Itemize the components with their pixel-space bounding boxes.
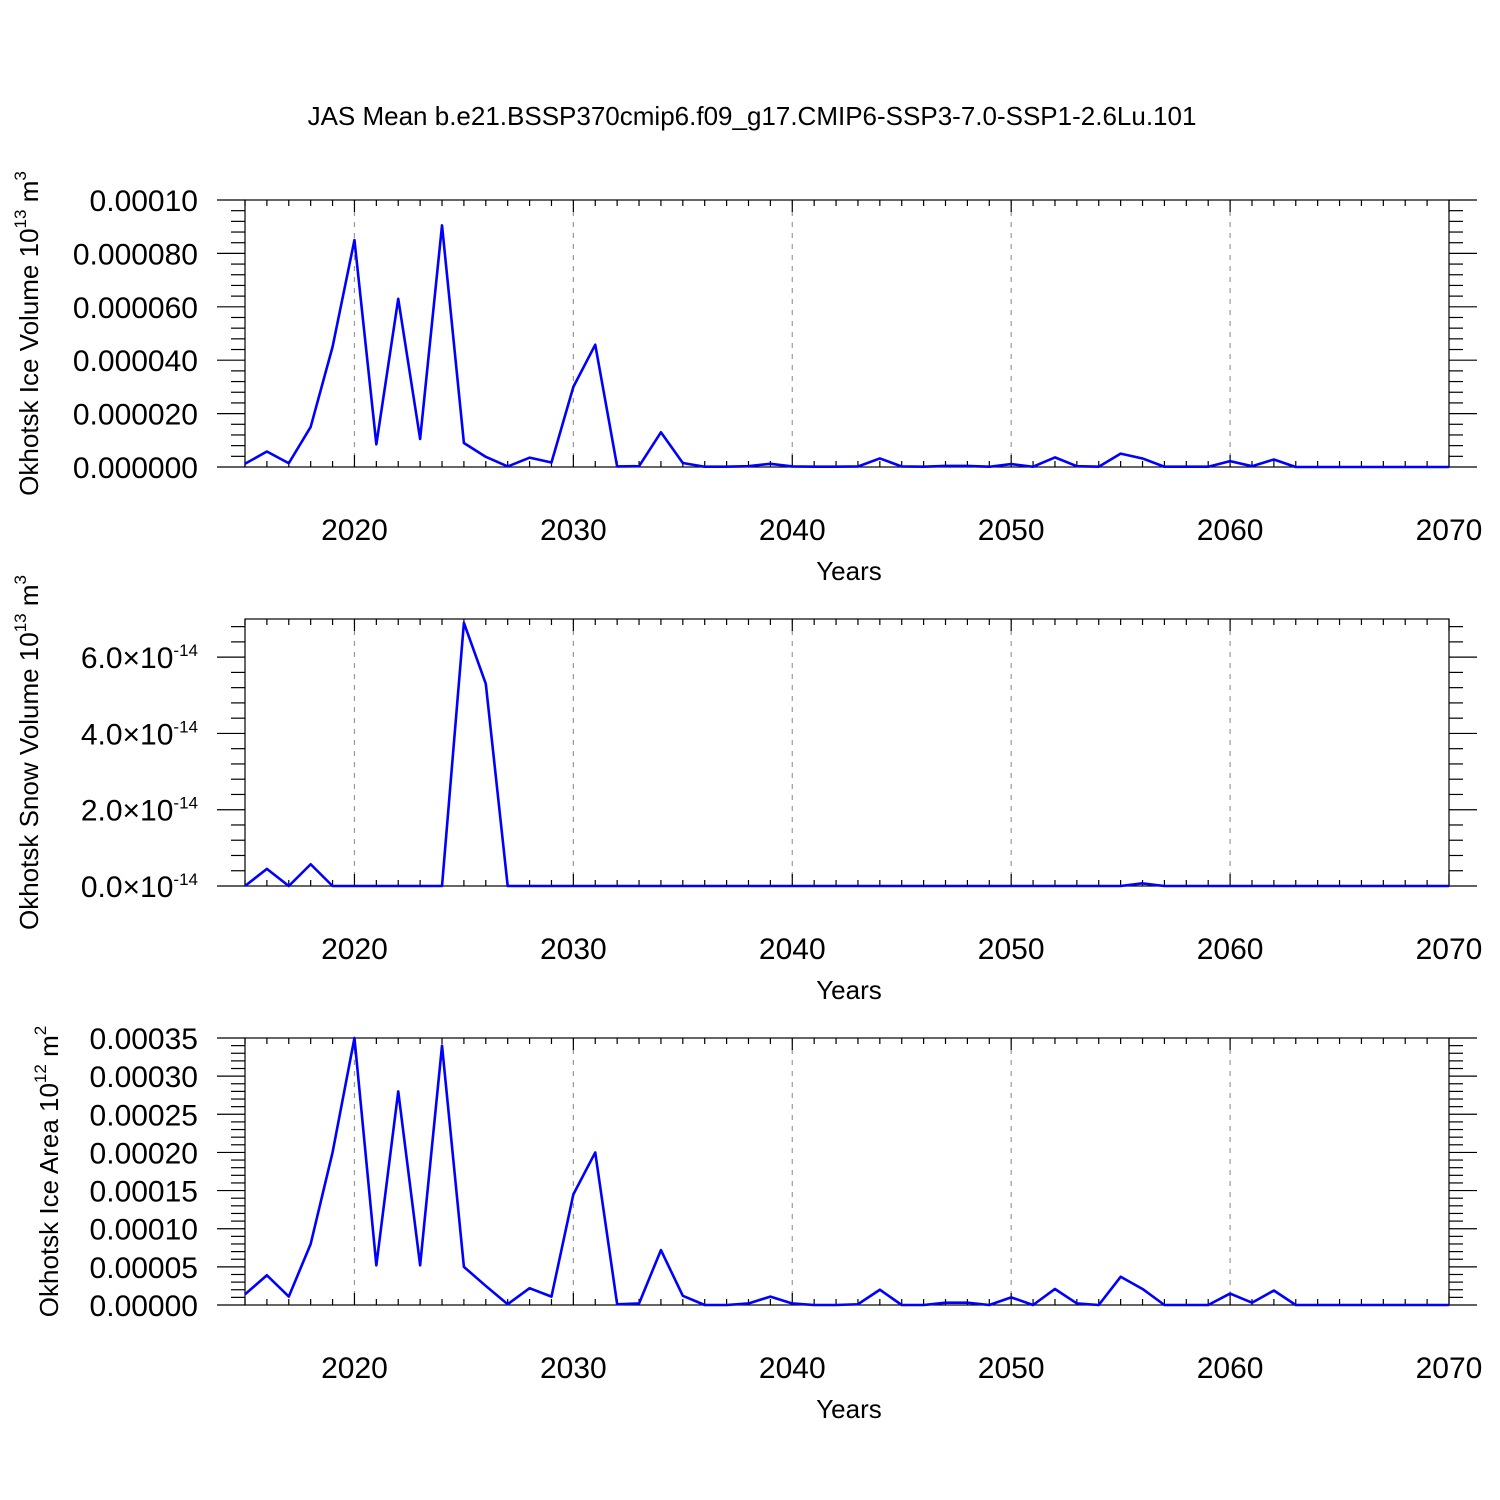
x-tick-label: 2060 [1197, 933, 1264, 966]
x-tick-label: 2060 [1197, 1352, 1264, 1385]
x-tick-label: 2020 [321, 1352, 388, 1385]
y-tick-label: 0.0×10-14 [81, 870, 198, 904]
y-tick-label: 0.000000 [73, 452, 198, 485]
x-tick-label: 2070 [1416, 933, 1483, 966]
x-tick-label: 2050 [978, 514, 1045, 547]
plot-frame [244, 618, 1450, 887]
y-tick-label: 0.00035 [90, 1023, 198, 1056]
y-axis-label: Okhotsk Snow Volume 1013 m3 [11, 575, 44, 930]
x-tick-label: 2020 [321, 514, 388, 547]
y-tick-label: 4.0×10-14 [81, 717, 198, 751]
y-tick-exponent: -14 [173, 641, 198, 660]
x-tick-label: 2020 [321, 933, 388, 966]
y-tick-exponent: -14 [173, 794, 198, 813]
y-tick-label: 2.0×10-14 [81, 794, 198, 828]
series-line [244, 621, 1449, 888]
x-tick-label: 2070 [1416, 1352, 1483, 1385]
y-tick-label: 0.000080 [73, 238, 198, 271]
y-tick-label: 0.00025 [90, 1099, 198, 1132]
y-tick-label: 0.000060 [73, 292, 198, 325]
x-tick-label: 2030 [540, 514, 607, 547]
panels: 2020 2030 2040 2050 2060 2070 0.000000 0.000020… [11, 171, 1482, 1424]
y-tick-label: 0.00015 [90, 1176, 198, 1209]
x-tick-label: 2030 [540, 1352, 607, 1385]
chart-title: JAS Mean b.e21.BSSP370cmip6.f09_g17.CMIP… [308, 101, 1197, 131]
y-tick-label: 0.00010 [90, 1214, 198, 1247]
series-line [244, 1036, 1449, 1307]
x-axis-label: Years [816, 975, 882, 1005]
y-axis-label-unit-exponent: 3 [11, 575, 30, 584]
x-tick-label: 2040 [759, 1352, 826, 1385]
x-axis-label: Years [816, 1394, 882, 1424]
chart-panel-2: 2020 2030 2040 2050 2060 2070 0.0×10-14 2.0×10-… [11, 575, 1482, 1005]
x-axis-label: Years [816, 556, 882, 586]
y-tick-label: 6.0×10-14 [81, 641, 198, 675]
x-tick-label: 2070 [1416, 514, 1483, 547]
y-tick-exponent: -14 [173, 870, 198, 889]
y-tick-label: 0.00020 [90, 1137, 198, 1170]
chart-panel-3: 2020 2030 2040 2050 2060 2070 0.00000 0.00005 0.… [31, 1023, 1482, 1424]
plot-frame [244, 199, 1450, 468]
y-axis-label-unit-exponent: 2 [31, 1026, 50, 1035]
y-tick-label: 0.00030 [90, 1061, 198, 1094]
y-tick-label: 0.000040 [73, 345, 198, 378]
x-tick-label: 2050 [978, 933, 1045, 966]
y-tick-exponent: -14 [173, 717, 198, 736]
y-axis-label-exponent: 13 [11, 613, 30, 632]
y-tick-label: 0.00000 [90, 1290, 198, 1323]
y-axis-label-unit-exponent: 3 [11, 171, 30, 180]
y-tick-label: 0.00010 [90, 185, 198, 218]
x-tick-label: 2040 [759, 514, 826, 547]
x-tick-label: 2060 [1197, 514, 1264, 547]
y-tick-label: 0.000020 [73, 399, 198, 432]
y-axis-label: Okhotsk Ice Area 1012 m2 [31, 1026, 64, 1317]
y-axis-label-exponent: 12 [31, 1064, 50, 1083]
y-axis-label-exponent: 13 [11, 210, 30, 229]
x-tick-label: 2030 [540, 933, 607, 966]
x-tick-label: 2040 [759, 933, 826, 966]
y-axis-label: Okhotsk Ice Volume 1013 m3 [11, 171, 44, 496]
y-tick-label: 0.00005 [90, 1252, 198, 1285]
x-tick-label: 2050 [978, 1352, 1045, 1385]
plot-frame [244, 1037, 1450, 1306]
series-line [244, 224, 1449, 469]
chart-panel-1: 2020 2030 2040 2050 2060 2070 0.000000 0.000020… [11, 171, 1482, 586]
